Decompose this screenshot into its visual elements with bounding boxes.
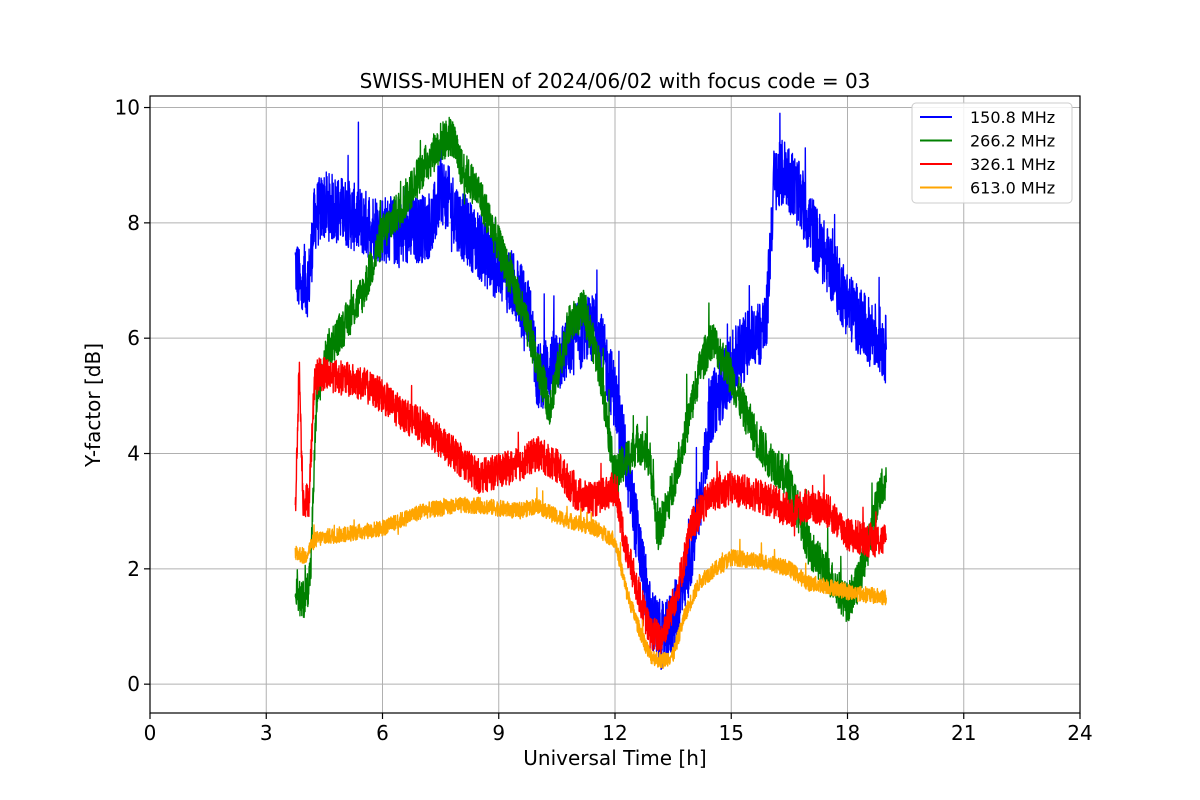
x-tick-label: 3 — [260, 721, 273, 745]
series-line-1 — [294, 116, 887, 623]
x-axis-label: Universal Time [h] — [523, 746, 706, 770]
y-tick-label: 2 — [127, 557, 140, 581]
legend-entry: 326.1 MHz — [970, 155, 1055, 174]
y-tick-label: 6 — [127, 326, 140, 350]
y-axis-label: Y-factor [dB] — [81, 343, 105, 468]
plot-area — [294, 112, 887, 670]
x-tick-label: 6 — [376, 721, 389, 745]
legend-box — [911, 102, 1073, 204]
y-tick-label: 4 — [127, 442, 140, 466]
x-tick-label: 21 — [951, 721, 976, 745]
y-tick-label: 10 — [115, 96, 140, 120]
legend-entry: 150.8 MHz — [970, 108, 1055, 127]
legend-entry: 613.0 MHz — [970, 179, 1055, 198]
x-tick-label: 0 — [144, 721, 157, 745]
legend: 150.8 MHz 266.2 MHz 326.1 MHz 613.0 MHz — [911, 102, 1073, 204]
chart-title: SWISS-MUHEN of 2024/06/02 with focus cod… — [360, 69, 871, 93]
y-tick-label: 0 — [127, 672, 140, 696]
x-tick-label: 12 — [602, 721, 627, 745]
series-line-2 — [294, 356, 887, 654]
x-tick-label: 18 — [835, 721, 860, 745]
x-tick-label: 24 — [1067, 721, 1092, 745]
x-tick-label: 15 — [719, 721, 744, 745]
y-tick-label: 8 — [127, 211, 140, 235]
legend-entry: 266.2 MHz — [970, 132, 1055, 151]
series-line-3 — [294, 487, 887, 669]
x-tick-label: 9 — [492, 721, 505, 745]
